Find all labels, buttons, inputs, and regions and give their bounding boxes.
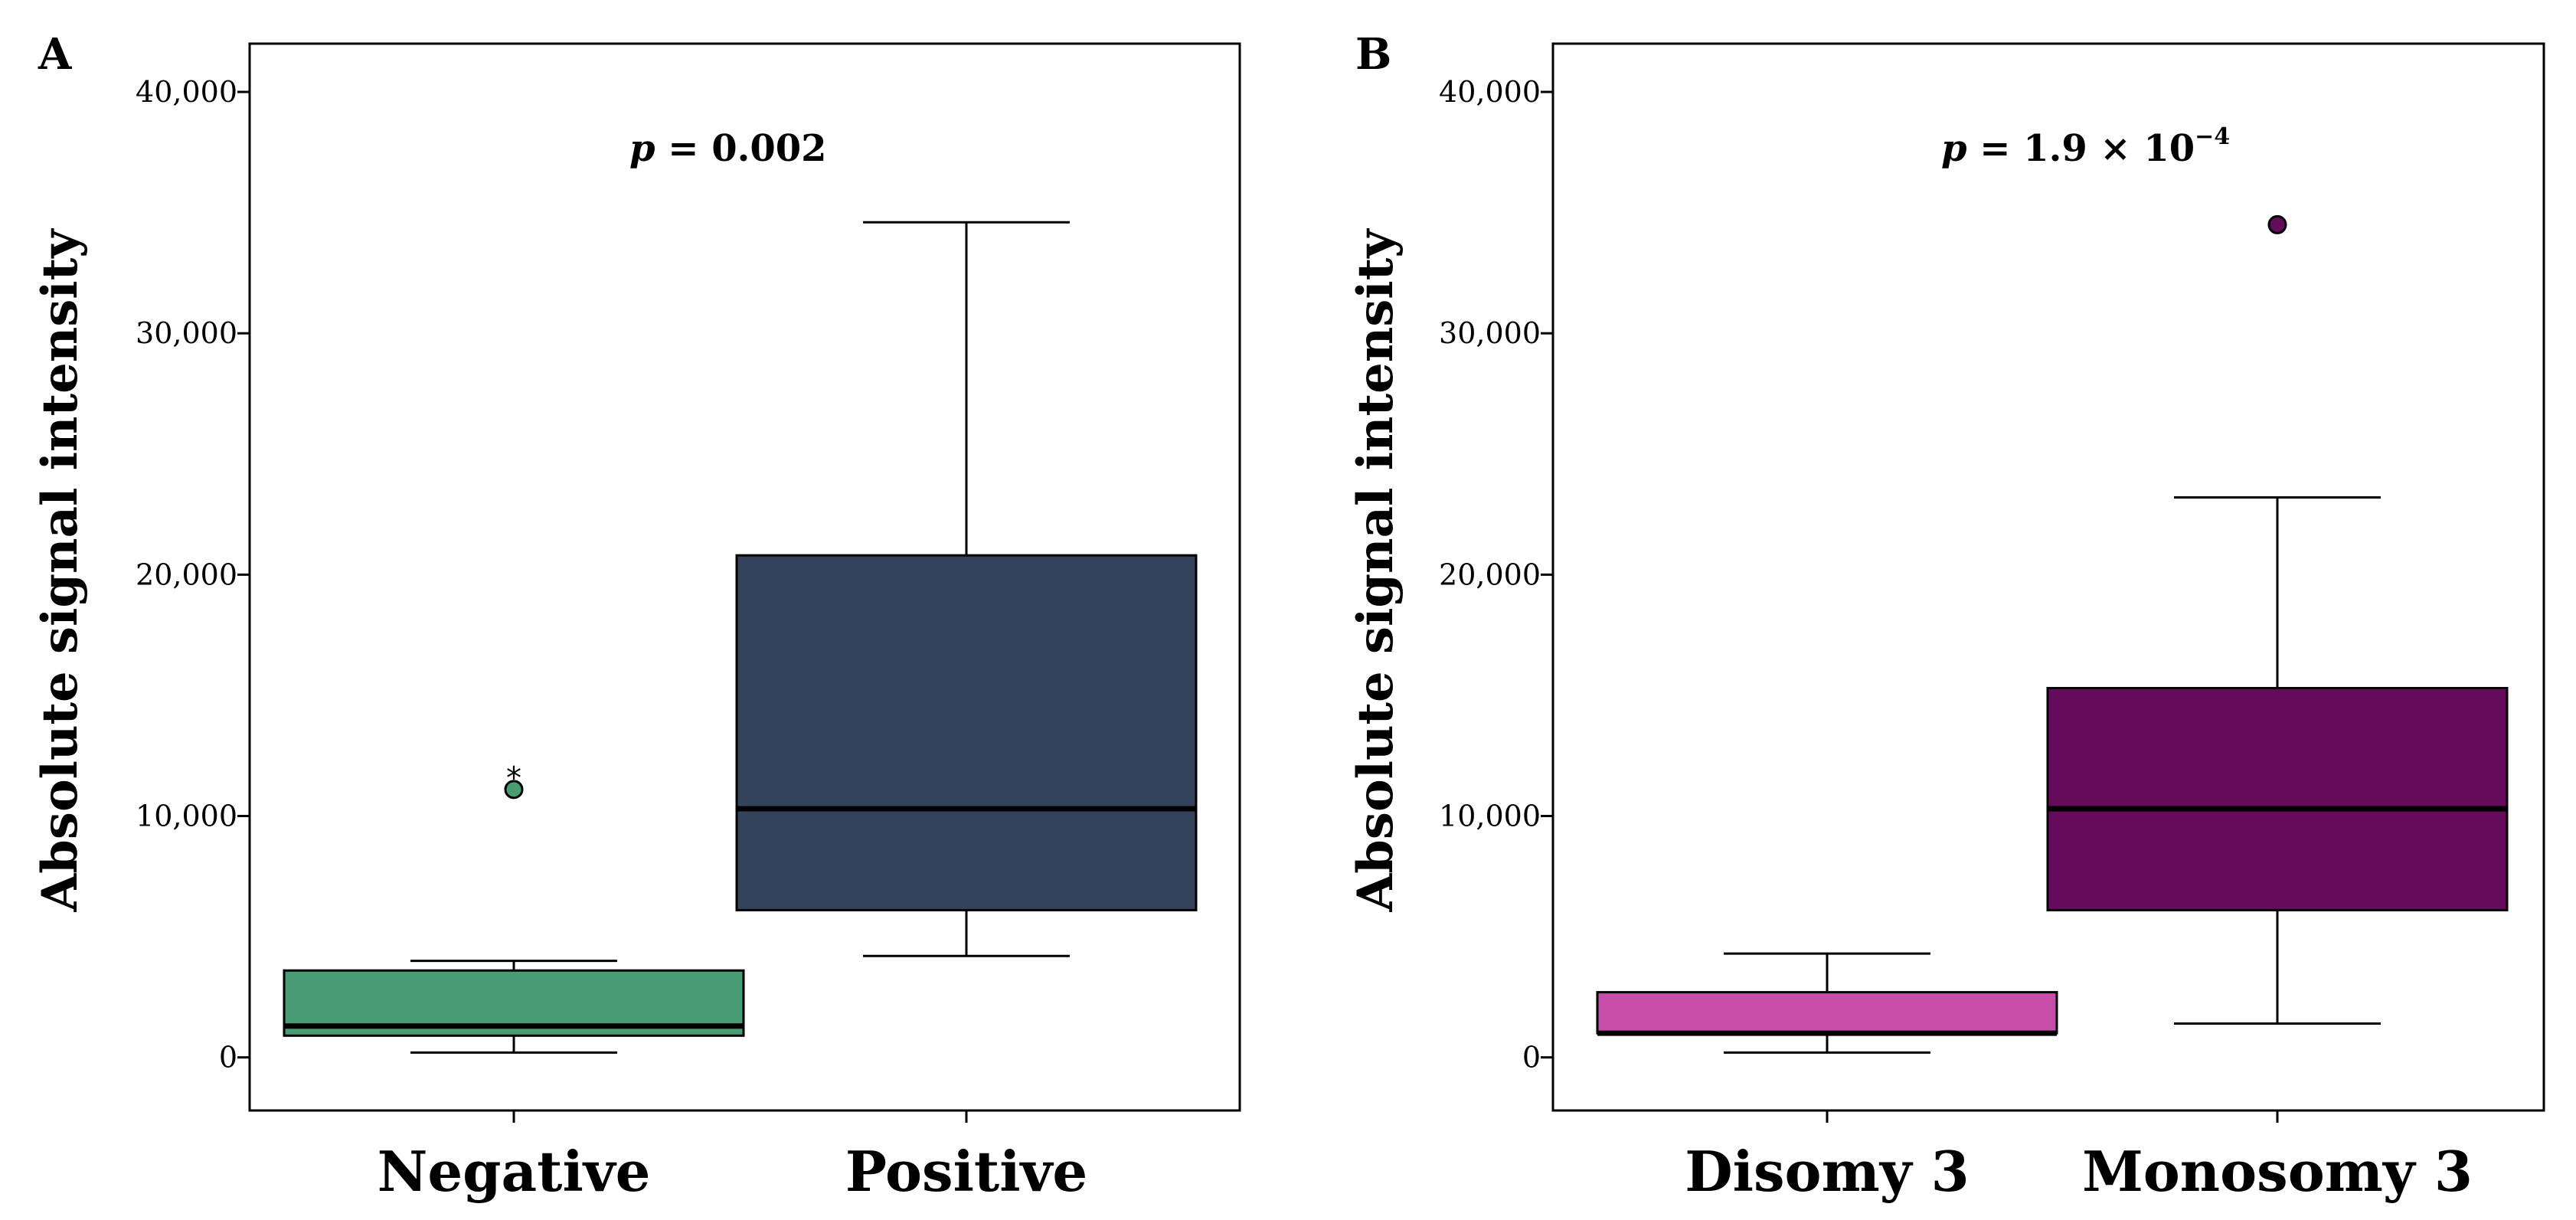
p-symbol: p [1941,127,1967,170]
plot-frame [248,42,1241,1112]
p-value-annotation: p = 1.9 × 10−4 [1941,123,2230,170]
panel-b: B 0 10,000 20,000 30,000 40,000 Absolute signa… [1347,29,2545,1204]
y-axis-label: Absolute signal intensity [31,228,89,913]
box-iqr [2046,686,2509,911]
y-tick-label: 0 [1522,1041,1541,1074]
p-value-text: = 0.002 [655,127,827,170]
outlier-point [2267,214,2287,234]
box-disomy-3: Disomy 3 [1596,952,2058,1204]
box-positive: Positive [735,221,1198,1204]
plot-frame [1551,42,2545,1112]
p-value-text: = 1.9 × 10 [1967,127,2195,170]
x-category-label: Monosomy 3 [2082,1139,2473,1204]
y-tick-label: 20,000 [136,558,237,591]
box-negative: Negative * [283,761,745,1204]
panel-letter: B [1355,29,1391,80]
y-tick-label: 30,000 [136,316,237,350]
box-iqr [735,554,1198,911]
y-tick-label: 40,000 [136,75,237,109]
p-symbol: p [629,127,655,170]
y-axis-label: Absolute signal intensity [1347,228,1404,913]
y-tick-label: 30,000 [1439,316,1541,350]
x-category-label: Negative [378,1139,651,1204]
outlier-point [504,780,524,800]
extreme-marker: * [506,761,521,796]
panel-a: A 0 10,000 20,000 30,000 40,000 Absolute signa… [31,29,1241,1204]
panel-letter: A [38,29,73,80]
p-value-exponent: −4 [2195,123,2230,150]
y-tick-label: 0 [219,1041,237,1074]
y-tick-label: 40,000 [1439,75,1541,109]
x-category-label: Positive [845,1139,1087,1204]
y-tick-label: 10,000 [1439,800,1541,833]
x-category-label: Disomy 3 [1685,1139,1970,1204]
p-value-annotation: p = 0.002 [629,127,827,170]
box-iqr [1596,991,2058,1035]
y-tick-label: 10,000 [136,800,237,833]
y-tick-label: 20,000 [1439,558,1541,591]
box-monosomy-3: Monosomy 3 [2046,214,2509,1204]
